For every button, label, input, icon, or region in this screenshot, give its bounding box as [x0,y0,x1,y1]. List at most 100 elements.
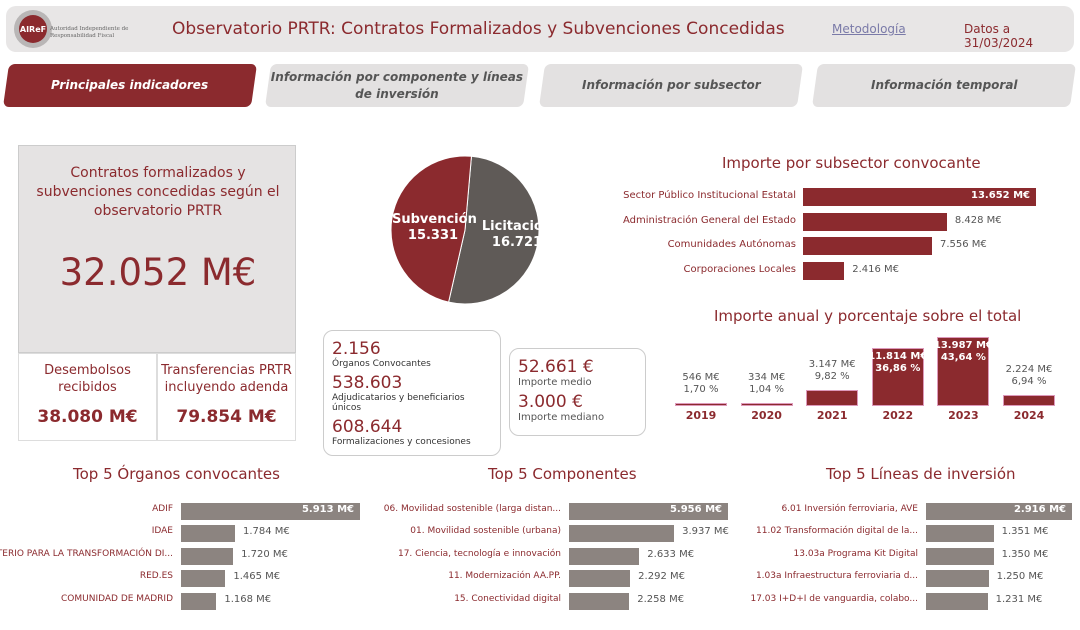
tab-label: Información por subsector [581,78,761,92]
bar-category-label: Corporaciones Locales [683,264,796,275]
bar-value-label: 2.916 M€ [1013,504,1066,515]
bar-value-label: 1.350 M€ [1001,549,1049,560]
bar[interactable] [803,213,947,231]
tab-componente-lineas[interactable]: Información por componente y líneas de i… [264,64,530,107]
bar-value-label: 7.556 M€ [939,239,987,250]
pie-label-subvencion: Subvención 15.331 [392,212,477,244]
bar[interactable] [926,569,989,587]
bar-value-label: 1.351 M€ [1001,526,1049,537]
bar[interactable] [181,502,360,520]
bar[interactable] [569,547,640,565]
methodology-link[interactable]: Metodología [832,22,906,36]
bar[interactable] [926,524,994,542]
kpi-label: Contratos formalizados y subvenciones co… [36,165,280,219]
bar[interactable] [803,237,932,255]
annual-value: 3.147 M€ [808,359,856,371]
annual-bar[interactable] [806,390,859,406]
logo-mark: AIReF [19,15,47,43]
bar[interactable] [569,502,728,520]
bar-value-label: 1.720 M€ [241,549,288,560]
bar-value-label: 2.416 M€ [852,264,900,275]
annual-bar[interactable] [937,337,990,406]
header-bar [6,6,1074,52]
annual-bar-label: 546 M€ 1,70 % [666,372,736,396]
annual-percent: 6,94 % [1011,376,1047,388]
bar[interactable] [181,524,235,542]
bar-category-label: 17.03 I+D+I de vanguardia, colabo... [750,594,918,604]
total-kpi-card: Contratos formalizados y subvenciones co… [18,145,296,353]
bar-value-label: 2.633 M€ [647,549,695,560]
annual-bar-label: 13.987 M€ 43,64 % [928,340,998,364]
bar[interactable] [803,188,1036,206]
bar[interactable] [803,262,845,280]
bar-category-label: COMUNIDAD DE MADRID [61,594,173,604]
bar[interactable] [569,592,630,610]
card-value: 79.854 M€ [176,407,277,427]
transferencias-card: Transferencias PRTR incluyendo adenda 79.… [157,353,296,441]
annual-bar-label: 11.814 M€ 36,86 % [863,351,933,375]
bar[interactable] [181,569,226,587]
bar-category-label: 6.01 Inversión ferroviaria, AVE [781,504,918,514]
bar-value-label: 3.937 M€ [682,526,729,537]
bar-category-label: 01. Movilidad sostenible (urbana) [410,526,561,536]
pie-label-licitacion: Licitación 16.721 [476,219,558,251]
bar-value-label: 1.231 M€ [995,594,1043,605]
bar-category-label: Administración General del Estado [622,215,796,226]
annual-bar[interactable] [740,403,793,406]
annual-bar[interactable] [675,403,727,406]
year-label: 2019 [685,409,717,422]
pie-slice-subvención[interactable] [390,155,472,303]
card-label: Desembolsos recibidos [44,363,131,395]
bar-value-label: 1.784 M€ [243,526,290,537]
slice-name: Subvención [392,212,477,227]
annual-bar-label: 334 M€ 1,04 % [732,372,802,396]
annual-percent: 36,86 % [875,362,921,374]
tab-label: Información por componente y líneas de i… [270,69,524,101]
annual-bar-label: 3.147 M€ 9,82 % [797,359,867,383]
slice-value: 16.721 [491,235,543,250]
bar-value-label: 8.428 M€ [954,215,1002,226]
bar-category-label: 17. Ciencia, tecnología e innovación [397,549,561,559]
count-label: Formalizaciones y concesiones [332,437,471,447]
bar-category-label: 13.03a Programa Kit Digital [793,549,918,559]
amount-value: 3.000 € [518,392,583,412]
bar-category-label: RED.ES [139,571,173,581]
bar[interactable] [569,524,675,542]
tab-temporal[interactable]: Información temporal [811,64,1077,107]
bar-value-label: 13.652 M€ [971,190,1030,201]
annual-percent: 9,82 % [814,371,850,383]
bar[interactable] [181,592,217,610]
annual-bar[interactable] [1003,395,1055,406]
desembolsos-card: Desembolsos recibidos 38.080 M€ [18,353,157,441]
tab-subsector[interactable]: Información por subsector [538,64,804,107]
bar[interactable] [926,547,994,565]
annual-value: 13.987 M€ [933,340,993,351]
bar[interactable] [926,502,1072,520]
bar[interactable] [926,592,988,610]
count-value: 608.644 [332,417,403,437]
year-label: 2020 [751,409,782,422]
bar-category-label: IDAE [151,526,173,536]
bar-category-label: Comunidades Autónomas [667,239,796,250]
annual-value: 546 M€ [682,372,720,383]
tab-principales-indicadores[interactable]: Principales indicadores [2,64,258,107]
top-componentes-title: Top 5 Componentes [488,465,637,483]
top-lineas-title: Top 5 Líneas de inversión [826,465,1016,483]
count-label: Adjudicatarios y beneficiarios únicos [332,393,465,413]
annual-percent: 1,04 % [749,384,785,395]
year-label: 2023 [948,409,979,422]
logo-subtitle: Autoridad Independiente de Responsabilid… [50,26,129,39]
pie-slice-licitación[interactable] [447,155,540,305]
kpi-value: 32.052 M€ [59,251,257,294]
bar[interactable] [569,569,631,587]
bar[interactable] [181,547,234,565]
bar-value-label: 2.292 M€ [638,571,685,582]
page-title: Observatorio PRTR: Contratos Formalizado… [172,19,785,39]
data-date: Datos a 31/03/2024 [964,22,1034,50]
counts-card: 2.156 Órganos Convocantes 538.603 Adjudica… [323,330,501,456]
bar-category-label: 1.03a Infraestructura ferroviaria d... [755,571,918,581]
bar-category-label: 11.02 Transformación digital de la... [756,526,918,536]
count-label: Órganos Convocantes [332,359,431,369]
bar-value-label: 2.258 M€ [637,594,685,605]
annual-bar[interactable] [871,347,924,406]
